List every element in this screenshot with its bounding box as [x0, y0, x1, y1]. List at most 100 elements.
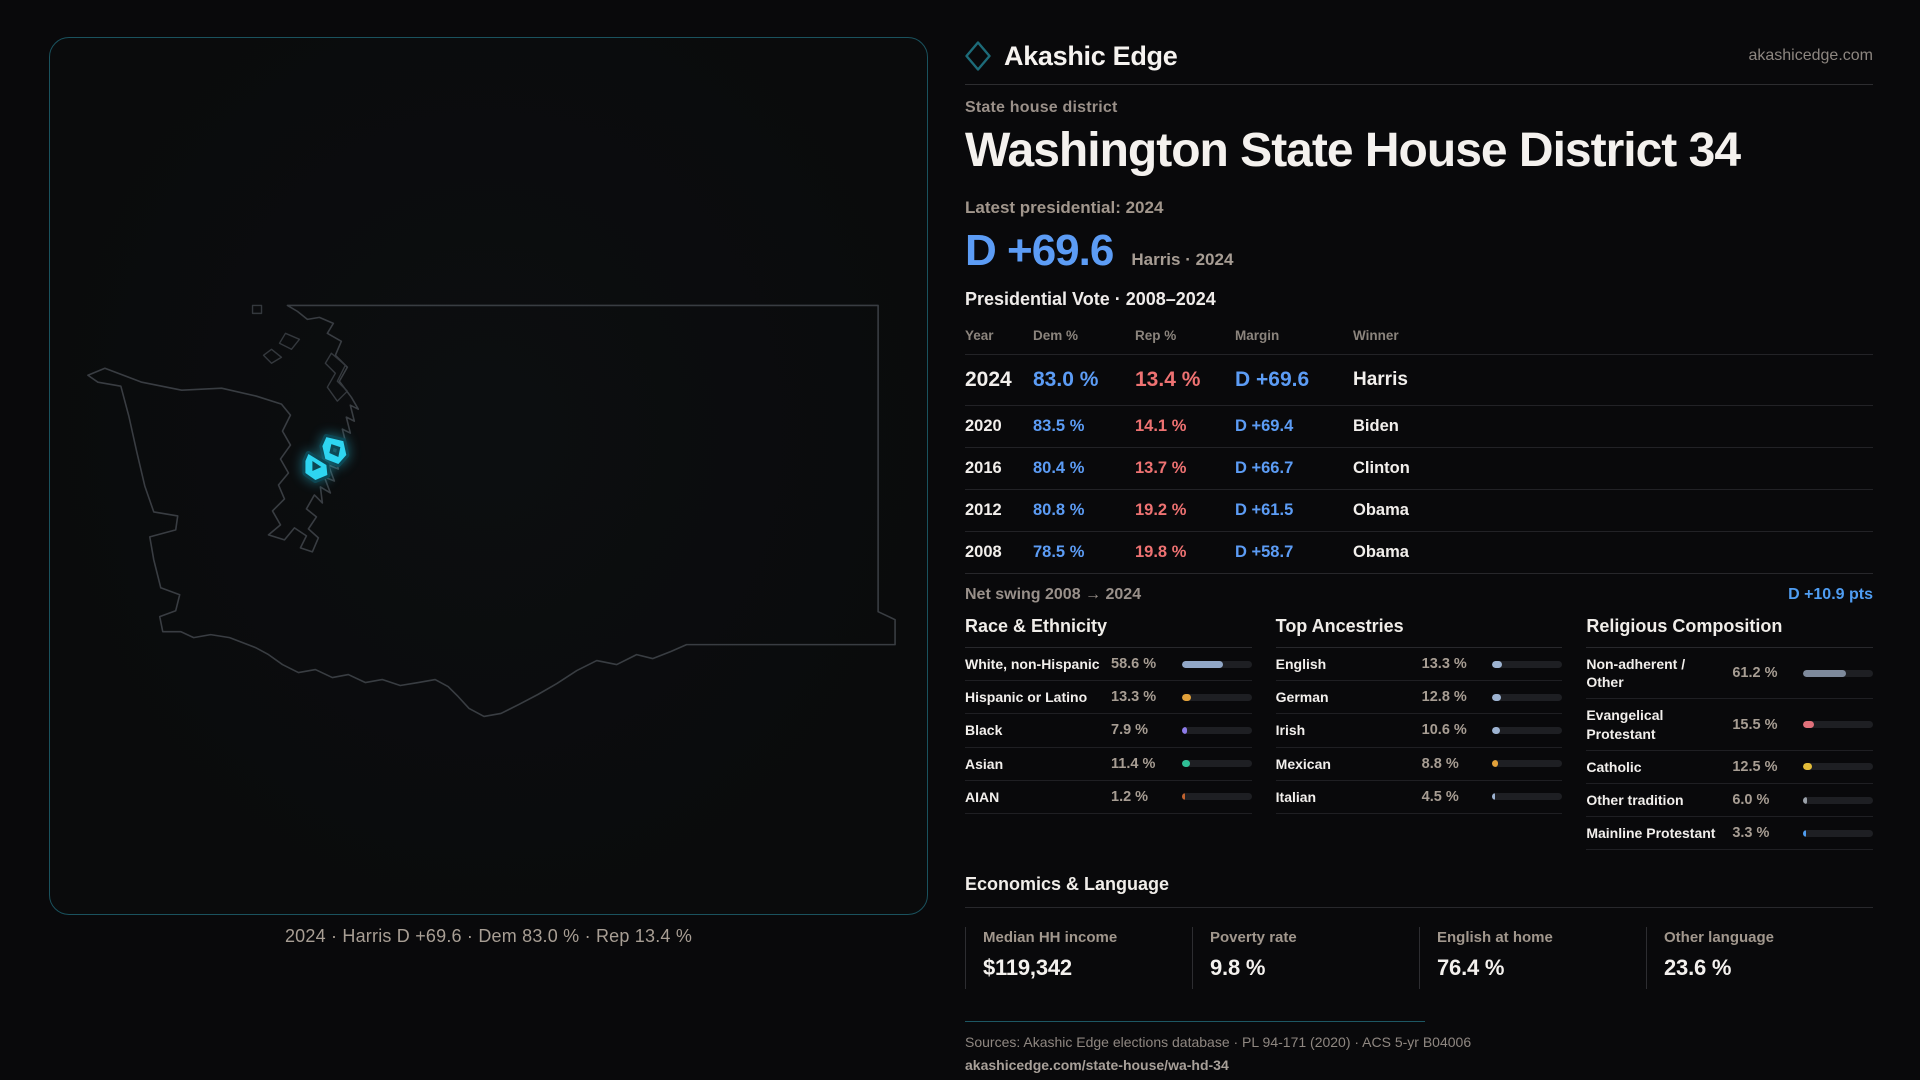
whidbey-island-outline [324, 352, 349, 402]
section-title: Religious Composition [1586, 616, 1873, 648]
demo-value: 11.4 % [1111, 755, 1156, 772]
stat-value: 23.6 % [1664, 955, 1732, 981]
demo-bar-track [1492, 693, 1563, 701]
demo-bar-fill [1492, 726, 1500, 734]
brand-header: Akashic Edge akashicedge.com [965, 40, 1873, 72]
section-title: Top Ancestries [1275, 616, 1563, 648]
stat-value: $119,342 [983, 955, 1072, 981]
table-row: 2024 83.0 % 13.4 % D +69.6 Harris [965, 355, 1873, 406]
net-swing-label: Net swing 2008 → 2024 [965, 586, 1142, 603]
headline-margin-row: D +69.6 Harris · 2024 [965, 226, 1873, 276]
table-row: 2016 80.4 % 13.7 % D +66.7 Clinton [965, 448, 1873, 490]
demo-label: Other tradition [1586, 791, 1684, 808]
dem-cell: 80.4 % [1033, 459, 1085, 477]
margin-cell: D +61.5 [1235, 501, 1294, 519]
demo-bar-fill [1181, 660, 1223, 668]
demo-label: English [1275, 656, 1327, 672]
dem-cell: 83.0 % [1033, 368, 1099, 391]
list-item: Mexican 8.8 % [1275, 748, 1563, 781]
brand-domain-link[interactable]: akashicedge.com [1748, 47, 1873, 64]
demo-bar-track [1802, 796, 1873, 804]
washington-state-outline [87, 304, 896, 718]
demo-bar-track [1802, 669, 1873, 677]
section-title: Race & Ethnicity [965, 616, 1252, 648]
point-roberts-outline [251, 304, 263, 315]
presidential-vote-table: Year Dem % Rep % Margin Winner 2024 83.0… [965, 324, 1873, 574]
san-juan-islands-outline [262, 332, 301, 364]
demo-label: Hispanic or Latino [965, 689, 1088, 706]
economics-stats-grid: Median HH income $119,342 Poverty rate 9… [965, 927, 1873, 990]
demo-bar-fill [1181, 760, 1190, 768]
stat-value: 9.8 % [1210, 955, 1266, 981]
list-item: Other tradition 6.0 % [1586, 784, 1873, 818]
permalink[interactable]: akashicedge.com/state-house/wa-hd-34 [965, 1057, 1229, 1074]
demo-label: Mainline Protestant [1586, 825, 1716, 842]
demo-label: Mexican [1275, 755, 1331, 772]
demo-bar-fill [1802, 763, 1812, 771]
table-row: 2008 78.5 % 19.8 % D +58.7 Obama [965, 532, 1873, 574]
list-item: Mainline Protestant 3.3 % [1586, 817, 1873, 851]
winner-cell: Obama [1353, 543, 1409, 561]
table-row: 2020 83.5 % 14.1 % D +69.4 Biden [965, 406, 1873, 448]
demo-bar-fill [1492, 660, 1502, 668]
demo-value: 58.6 % [1111, 656, 1157, 673]
list-item: Black 7.9 % [965, 714, 1252, 748]
demo-bar-track [1492, 660, 1563, 668]
net-swing-value: D +10.9 pts [1788, 586, 1873, 603]
demo-bar-track [1802, 763, 1873, 771]
list-item: Non-adherent / Other 61.2 % [1586, 648, 1873, 700]
demo-bar-track [1181, 660, 1252, 668]
column-header-dem: Dem % [1033, 324, 1135, 355]
demo-bar-track [1181, 793, 1252, 801]
net-swing-row: Net swing 2008 → 2024 D +10.9 pts [965, 574, 1873, 614]
demo-label: Non-adherent / Other [1586, 656, 1686, 691]
stat-cell: English at home 76.4 % [1419, 927, 1646, 990]
list-item: Evangelical Protestant 15.5 % [1586, 699, 1873, 751]
district-type-kicker: State house district [965, 99, 1118, 116]
demo-label: Asian [965, 755, 1004, 772]
demo-value: 13.3 % [1421, 656, 1467, 673]
stat-cell: Other language 23.6 % [1646, 927, 1873, 990]
demo-value: 8.8 % [1421, 755, 1459, 772]
column-header-rep: Rep % [1135, 324, 1235, 355]
demo-bar-track [1492, 793, 1563, 801]
year-cell: 2016 [965, 459, 1002, 477]
brand-name: Akashic Edge [1004, 40, 1178, 71]
demo-bar-fill [1181, 793, 1185, 801]
demo-label: Evangelical Protestant [1586, 707, 1664, 742]
district-34-vashon-shape[interactable] [302, 451, 331, 483]
rep-cell: 14.1 % [1135, 417, 1187, 435]
list-item: Irish 10.6 % [1275, 714, 1563, 748]
district-34-west-seattle-shape[interactable] [319, 434, 350, 468]
rep-cell: 13.7 % [1135, 459, 1187, 477]
demo-label: Catholic [1586, 758, 1642, 775]
demo-bar-fill [1492, 793, 1496, 801]
top-ancestries-column: Top Ancestries English 13.3 % German 12.… [1275, 616, 1563, 850]
demo-label: Black [965, 722, 1003, 739]
demo-value: 10.6 % [1421, 722, 1467, 739]
demo-label: Italian [1275, 788, 1317, 805]
winner-cell: Clinton [1353, 459, 1410, 477]
list-item: Asian 11.4 % [965, 748, 1252, 781]
winner-cell: Biden [1353, 417, 1399, 435]
demo-bar-fill [1802, 669, 1846, 677]
stat-label: Poverty rate [1210, 929, 1297, 947]
demo-bar-track [1181, 693, 1252, 701]
column-header-winner: Winner [1353, 324, 1873, 355]
stat-value: 76.4 % [1437, 955, 1505, 981]
demo-value: 3.3 % [1732, 825, 1770, 842]
page-title: Washington State House District 34 [965, 124, 1741, 177]
demo-value: 4.5 % [1421, 788, 1459, 805]
stat-label: English at home [1437, 929, 1553, 947]
winner-cell: Obama [1353, 501, 1409, 519]
demo-value: 13.3 % [1111, 689, 1157, 706]
demo-bar-track [1492, 726, 1563, 734]
religious-composition-column: Religious Composition Non-adherent / Oth… [1586, 616, 1873, 851]
list-item: White, non-Hispanic 58.6 % [965, 648, 1252, 682]
demo-bar-track [1802, 829, 1873, 837]
demo-value: 61.2 % [1732, 665, 1778, 682]
list-item: Catholic 12.5 % [1586, 751, 1873, 784]
district-34-highlight[interactable] [302, 434, 350, 483]
demo-bar-track [1181, 760, 1252, 768]
demo-bar-track [1492, 760, 1563, 768]
